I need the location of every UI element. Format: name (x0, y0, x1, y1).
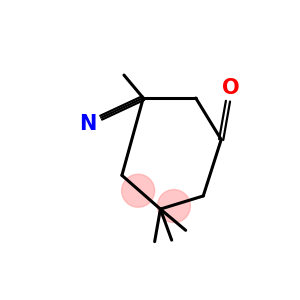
Circle shape (122, 174, 155, 207)
Text: O: O (221, 78, 239, 98)
Circle shape (158, 190, 190, 223)
Text: N: N (79, 114, 96, 134)
